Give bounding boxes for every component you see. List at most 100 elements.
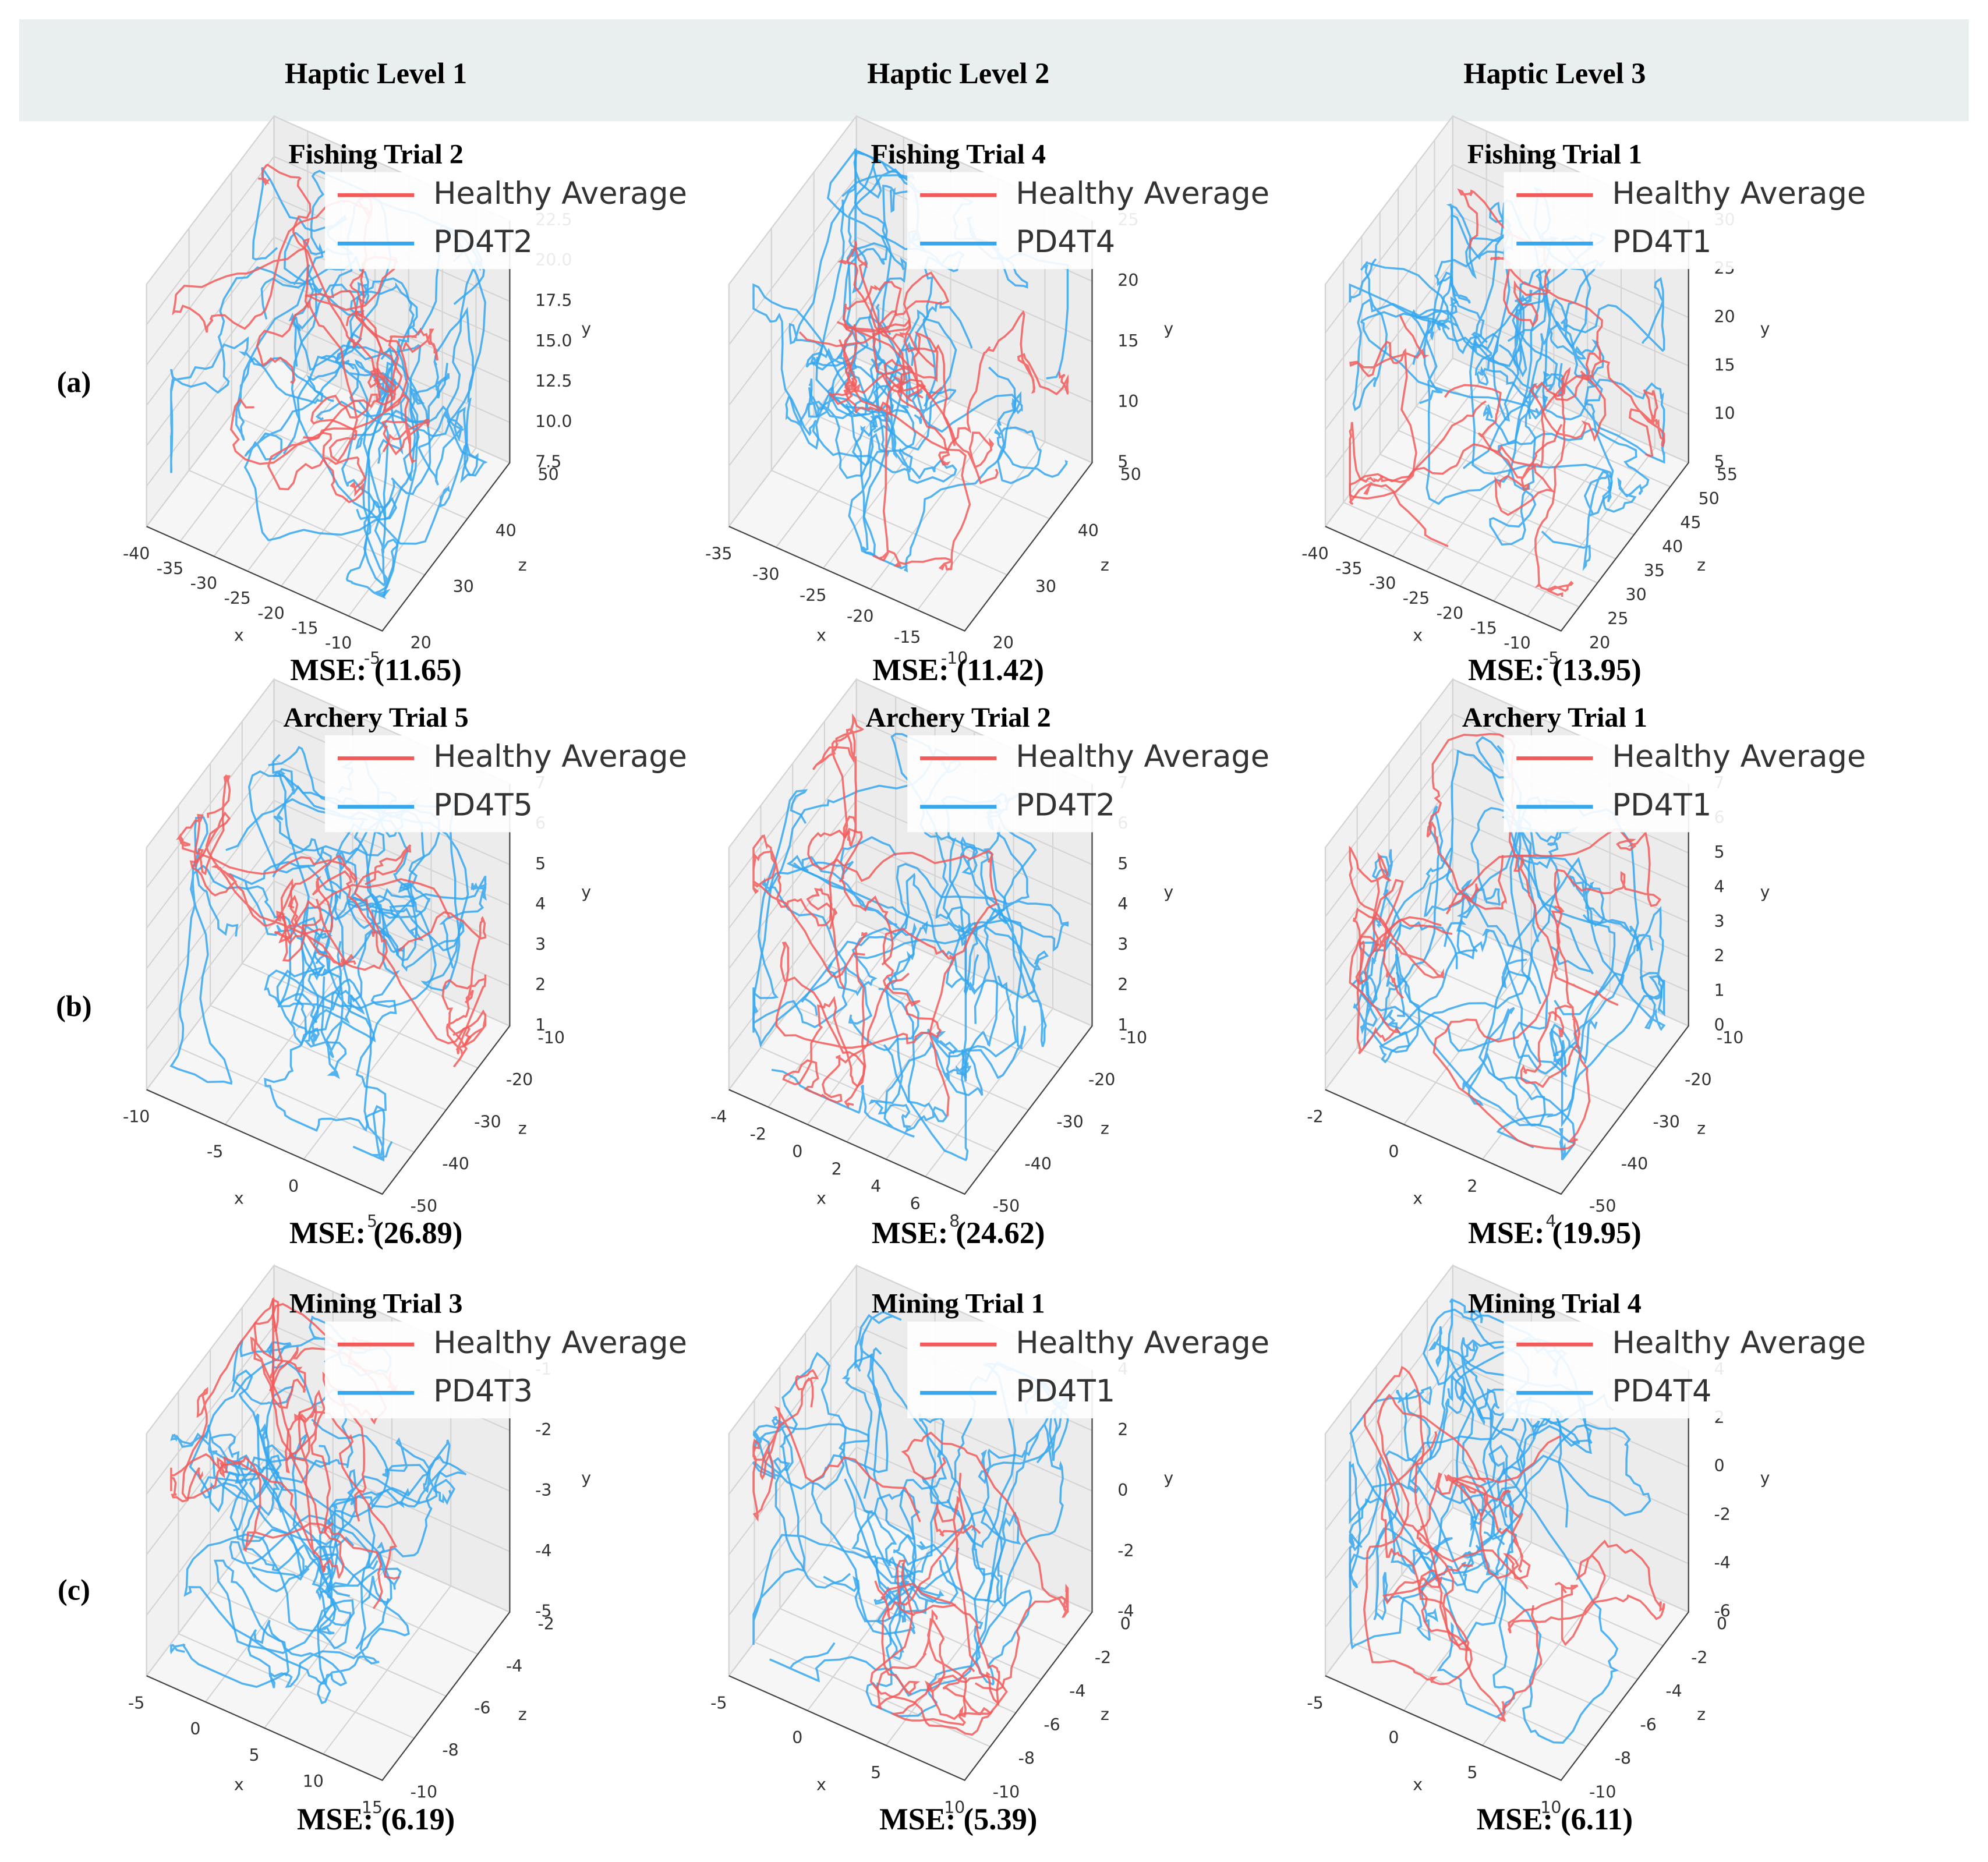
tick-label: 5 [249, 1746, 260, 1765]
tick-label: 20 [1589, 633, 1610, 653]
tick-label: z [518, 1705, 527, 1724]
trajectory [826, 823, 1069, 996]
trajectory [1434, 201, 1538, 419]
tick-label: -40 [123, 544, 150, 563]
grid-line [728, 357, 857, 527]
tick-label: x [1413, 1189, 1423, 1208]
tick-label: -6 [1640, 1715, 1657, 1734]
grid-line [1425, 402, 1555, 572]
tick-label: -30 [1056, 1112, 1083, 1131]
plot: -40 -35 -30 -25 -20 -15 -10 -5 20 30 40 507.5 10.0 12… [123, 114, 708, 687]
row-label: (a) [57, 366, 91, 398]
tick-label: x [234, 1775, 244, 1794]
mse-annotation: MSE: (19.95) [1468, 1216, 1642, 1250]
tick-label: 10.0 [535, 412, 572, 431]
trajectory [1349, 424, 1563, 547]
trajectory [1359, 889, 1576, 1161]
trajectory [288, 312, 431, 599]
trajectory [786, 855, 948, 1133]
trajectory [771, 975, 1017, 1138]
grid-line [146, 800, 275, 969]
tick-label: 30 [1035, 577, 1056, 596]
tick-label: -20 [847, 607, 873, 626]
trajectory [1462, 269, 1605, 469]
tick-label: -10 [538, 1028, 565, 1047]
tick-label: 2 [1467, 1177, 1477, 1196]
trajectory [752, 283, 957, 484]
grid-line [1325, 1265, 1453, 1435]
tick-label: -15 [894, 628, 921, 647]
tick-label: -5 [710, 1693, 727, 1712]
mse-annotation: MSE: (26.89) [289, 1216, 463, 1250]
grid-line [1427, 1541, 1664, 1647]
tick-label: 2 [1117, 975, 1128, 994]
grid-line [1343, 501, 1580, 608]
tick-label: 8 [949, 1212, 960, 1231]
grid-line [728, 840, 857, 1010]
trajectory [1551, 881, 1665, 1128]
tick-label: 5 [535, 854, 546, 873]
trajectory [785, 309, 957, 479]
column-header: Haptic Level 3 [1463, 57, 1646, 90]
grid-line [1452, 309, 1689, 415]
grid-line [274, 880, 510, 986]
tick-label: 10 [944, 1798, 965, 1817]
tick-label: 50 [1120, 465, 1141, 484]
tick-label: -4 [710, 1107, 727, 1127]
trajectory [241, 1432, 410, 1649]
tick-label: 4 [1117, 894, 1128, 914]
tick-label: x [816, 1775, 826, 1794]
tick-label: -20 [1437, 604, 1463, 623]
grid-line [728, 679, 857, 848]
legend-label: Healthy Average [1612, 176, 1866, 211]
grid-line [1361, 477, 1598, 584]
tick-label: 6 [910, 1194, 921, 1213]
grid-line [856, 840, 1092, 946]
legend-box [907, 735, 1290, 833]
tick-label: y [1163, 319, 1173, 338]
tick-label: -5 [1307, 1693, 1323, 1712]
grid-line [1388, 1005, 1625, 1111]
grid-line [1420, 962, 1657, 1069]
tick-label: -40 [1621, 1155, 1648, 1174]
tick-label: 40 [1078, 521, 1099, 540]
trajectory [1455, 1338, 1592, 1541]
grid-line [1325, 921, 1453, 1091]
tick-label: x [1413, 1775, 1423, 1794]
trajectory [1432, 905, 1591, 1151]
grid-line [146, 719, 275, 888]
trajectory [1352, 261, 1488, 412]
tick-label: y [1163, 1468, 1173, 1488]
tick-label: -2 [750, 1125, 766, 1144]
grid-line [917, 441, 1046, 611]
trajectory [172, 194, 382, 440]
axis-line [146, 220, 511, 632]
tick-label: -2 [1691, 1648, 1707, 1667]
legend-box [907, 172, 1290, 270]
trajectory [878, 919, 1026, 1162]
plot: -4-202468-50-40-30-20-101234567xzyHealth… [710, 677, 1290, 1250]
legend-label: PD4T4 [1016, 224, 1115, 260]
tick-label: 20 [1117, 271, 1138, 290]
trajectory [752, 1415, 870, 1589]
plot-title: Fishing Trial 1 [1467, 139, 1642, 170]
tick-label: -35 [1335, 559, 1362, 578]
trajectory [752, 789, 897, 1033]
grid-line [1325, 886, 1453, 1056]
grid-line [1325, 679, 1453, 848]
grid-line [146, 840, 275, 1010]
plot-title: Fishing Trial 4 [871, 139, 1046, 170]
trajectory [875, 1601, 967, 1721]
trajectory [1423, 1308, 1568, 1488]
tick-label: 2 [1117, 1420, 1128, 1439]
trajectory [807, 827, 998, 1117]
tick-label: z [518, 1118, 527, 1138]
grid-line [274, 1507, 510, 1613]
grid-line [146, 759, 275, 929]
grid-line [792, 1005, 1029, 1111]
tick-label: 17.5 [535, 291, 572, 310]
trajectory [869, 1472, 1008, 1736]
trajectory [170, 1413, 333, 1688]
legend-label: PD4T1 [1612, 224, 1711, 260]
